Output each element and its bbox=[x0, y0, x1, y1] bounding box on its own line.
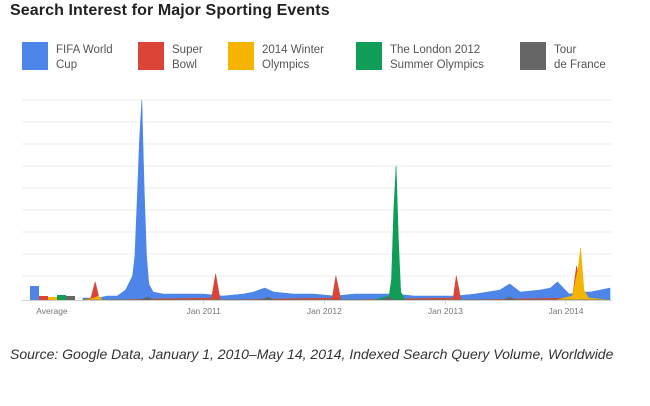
average-bar-tour-de-france bbox=[66, 296, 75, 300]
tick-label: Jan 2011 bbox=[186, 306, 221, 316]
tick-label: Jan 2012 bbox=[307, 306, 342, 316]
chart-area: FIFA World Cup Super Bowl 2014 Winter Olympic… bbox=[0, 28, 650, 328]
legend-swatch bbox=[138, 42, 164, 70]
legend-label: 2014 Winter Olympics bbox=[262, 44, 324, 71]
chart-title: Search Interest for Major Sporting Event… bbox=[10, 2, 330, 19]
legend-swatch bbox=[22, 42, 48, 70]
gridlines bbox=[22, 99, 612, 299]
tick-label-average: Average bbox=[36, 306, 68, 316]
average-bar-fifa-world-cup bbox=[30, 286, 39, 300]
average-bars bbox=[30, 286, 75, 300]
legend-item-fifa-world-cup: FIFA World Cup bbox=[22, 42, 113, 71]
legend-swatch bbox=[356, 42, 382, 70]
legend: FIFA World Cup Super Bowl 2014 Winter Olympic… bbox=[22, 42, 606, 71]
legend-label: FIFA World Cup bbox=[56, 44, 113, 71]
legend-label: Tour de France bbox=[554, 44, 606, 71]
tick-label: Jan 2014 bbox=[549, 306, 584, 316]
legend-label: Super Bowl bbox=[172, 44, 203, 71]
chart-svg: FIFA World Cup Super Bowl 2014 Winter Olympic… bbox=[22, 42, 612, 316]
source-note: Source: Google Data, January 1, 2010–May… bbox=[10, 346, 614, 362]
tick-label: Jan 2013 bbox=[428, 306, 463, 316]
area-the-london-2012-summer-olympics bbox=[82, 165, 611, 301]
legend-swatch bbox=[520, 42, 546, 70]
area-2014-winter-olympics bbox=[82, 247, 611, 301]
legend-swatch bbox=[228, 42, 254, 70]
area-fifa-world-cup bbox=[82, 99, 611, 301]
legend-item-the-london-2012-summer-olympics: The London 2012 Summer Olympics bbox=[356, 42, 484, 71]
legend-item-2014-winter-olympics: 2014 Winter Olympics bbox=[228, 42, 324, 71]
series-areas bbox=[82, 99, 611, 301]
legend-item-tour-de-france: Tour de France bbox=[520, 42, 606, 71]
legend-label: The London 2012 Summer Olympics bbox=[390, 44, 484, 71]
average-bar-2014-winter-olympics bbox=[48, 297, 57, 300]
x-axis: Average Jan 2011 Jan 2012 Jan 2013 Jan 2014 bbox=[22, 300, 612, 316]
average-bar-super-bowl bbox=[39, 296, 48, 300]
legend-item-super-bowl: Super Bowl bbox=[138, 42, 203, 71]
average-bar-the-london-2012-summer-olympics bbox=[57, 295, 66, 300]
